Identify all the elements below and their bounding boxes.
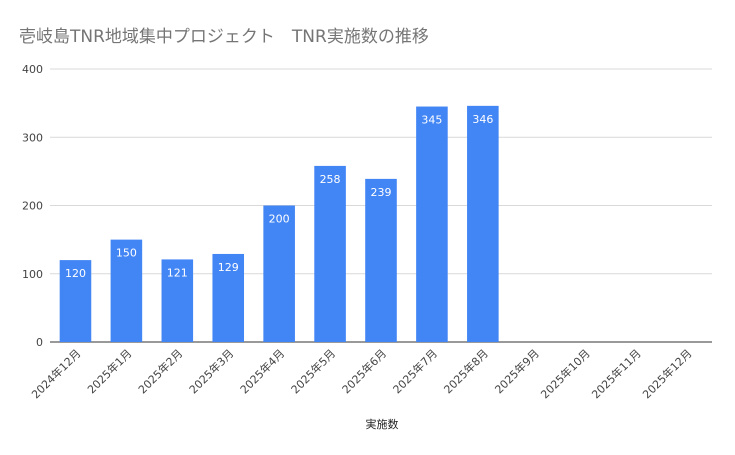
bar-data-label: 345	[421, 114, 442, 127]
bar	[161, 259, 194, 342]
x-tick-label: 2025年5月	[288, 346, 338, 396]
x-tick-label: 2025年1月	[84, 346, 134, 396]
x-tick-label: 2025年4月	[237, 346, 287, 396]
x-axis-title: 実施数	[366, 417, 399, 431]
x-tick-label: 2025年11月	[589, 346, 644, 401]
y-tick-label: 100	[22, 268, 43, 281]
x-tick-label: 2025年8月	[441, 346, 491, 396]
bar	[365, 178, 397, 342]
x-tick-label: 2025年2月	[135, 346, 185, 396]
bar-data-label: 200	[269, 213, 290, 226]
bar-data-label: 150	[116, 247, 137, 260]
bar	[263, 205, 295, 342]
y-axis-ticks: 0 100 200 300 400	[22, 63, 43, 349]
bar-data-label: 346	[472, 113, 493, 126]
y-tick-label: 400	[22, 63, 43, 76]
y-tick-label: 200	[22, 200, 43, 213]
bar	[467, 105, 499, 342]
x-tick-label: 2025年12月	[640, 346, 695, 401]
bar	[110, 239, 143, 342]
bar	[59, 260, 92, 342]
bar-data-label: 239	[371, 186, 392, 199]
bars: 120 150 121 129 200 258 239 345 346	[59, 105, 499, 342]
bar-data-label: 120	[65, 267, 86, 280]
x-tick-label: 2025年6月	[339, 346, 389, 396]
bar	[314, 165, 346, 342]
chart-title: 壱岐島TNR地域集中プロジェクト TNR実施数の推移	[19, 27, 429, 47]
y-tick-label: 300	[22, 131, 43, 144]
bar-data-label: 121	[167, 266, 188, 279]
bar	[416, 106, 448, 342]
x-axis-ticks: 2024年12月 2025年1月 2025年2月 2025年3月 2025年4月 2025…	[28, 346, 694, 401]
x-tick-label: 2025年3月	[186, 346, 236, 396]
bar-data-label: 258	[320, 173, 341, 186]
bar	[212, 253, 245, 342]
bar-data-label: 129	[218, 261, 239, 274]
y-tick-label: 0	[36, 336, 43, 349]
x-tick-label: 2025年10月	[538, 346, 593, 401]
x-tick-label: 2024年12月	[28, 346, 83, 401]
x-tick-label: 2025年7月	[390, 346, 440, 396]
x-tick-label: 2025年9月	[492, 346, 542, 396]
